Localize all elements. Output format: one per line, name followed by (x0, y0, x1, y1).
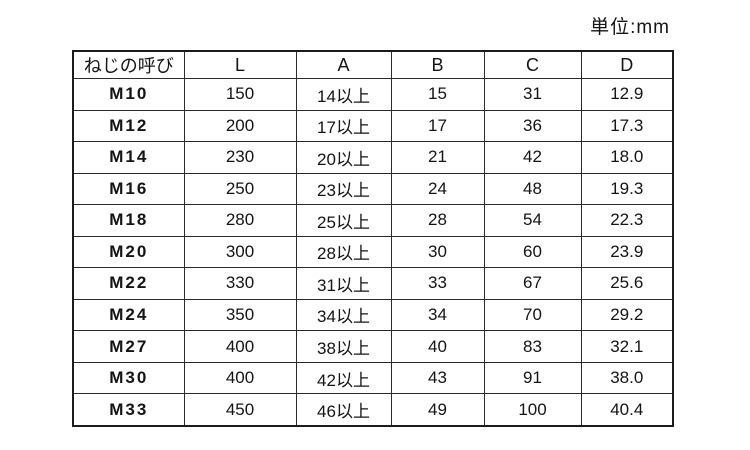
row-label: M24 (72, 298, 185, 332)
cell-B: 24 (390, 172, 485, 206)
cell-C: 67 (483, 267, 582, 300)
cell-D: 40.4 (580, 393, 674, 427)
header-A: A (295, 50, 392, 79)
cell-D: 32.1 (580, 330, 674, 363)
cell-C: 83 (483, 330, 582, 363)
cell-D: 29.2 (580, 298, 674, 332)
cell-A: 20以上 (295, 141, 392, 174)
row-label: M10 (72, 78, 185, 111)
cell-B: 28 (390, 204, 485, 237)
header-screw-designation: ねじの呼び (72, 50, 185, 79)
cell-C: 42 (483, 141, 582, 174)
cell-D: 25.6 (580, 267, 674, 300)
cell-B: 21 (390, 141, 485, 174)
cell-A: 34以上 (295, 298, 392, 332)
cell-A: 23以上 (295, 172, 392, 206)
header-L: L (183, 50, 297, 79)
cell-A: 46以上 (295, 393, 392, 427)
cell-B: 17 (390, 109, 485, 143)
table-row: M10 150 14以上 15 31 12.9 (72, 78, 674, 111)
cell-L: 280 (183, 204, 297, 237)
cell-L: 230 (183, 141, 297, 174)
cell-B: 40 (390, 330, 485, 363)
header-B: B (390, 50, 485, 79)
row-label: M22 (72, 267, 185, 300)
cell-C: 31 (483, 78, 582, 111)
cell-D: 22.3 (580, 204, 674, 237)
table-row: M18 280 25以上 28 54 22.3 (72, 204, 674, 237)
cell-D: 19.3 (580, 172, 674, 206)
cell-L: 300 (183, 235, 297, 269)
cell-L: 250 (183, 172, 297, 206)
cell-L: 200 (183, 109, 297, 143)
cell-L: 350 (183, 298, 297, 332)
cell-B: 33 (390, 267, 485, 300)
row-label: M20 (72, 235, 185, 269)
cell-B: 43 (390, 361, 485, 395)
cell-C: 60 (483, 235, 582, 269)
cell-B: 15 (390, 78, 485, 111)
cell-A: 25以上 (295, 204, 392, 237)
unit-label: 単位:mm (590, 17, 670, 38)
cell-C: 91 (483, 361, 582, 395)
cell-A: 31以上 (295, 267, 392, 300)
row-label: M30 (72, 361, 185, 395)
header-D: D (580, 50, 674, 79)
header-row: ねじの呼び L A B C D (72, 50, 674, 79)
cell-A: 28以上 (295, 235, 392, 269)
cell-D: 38.0 (580, 361, 674, 395)
table-row: M24 350 34以上 34 70 29.2 (72, 298, 674, 332)
cell-C: 36 (483, 109, 582, 143)
row-label: M18 (72, 204, 185, 237)
cell-L: 150 (183, 78, 297, 111)
table-row: M22 330 31以上 33 67 25.6 (72, 267, 674, 300)
table-row: M12 200 17以上 17 36 17.3 (72, 109, 674, 143)
row-label: M33 (72, 393, 185, 427)
cell-B: 30 (390, 235, 485, 269)
cell-D: 23.9 (580, 235, 674, 269)
row-label: M12 (72, 109, 185, 143)
header-C: C (483, 50, 582, 79)
table-row: M16 250 23以上 24 48 19.3 (72, 172, 674, 206)
cell-B: 49 (390, 393, 485, 427)
spec-table: ねじの呼び L A B C D M10 150 14以上 15 31 12.9 … (72, 50, 674, 427)
cell-L: 330 (183, 267, 297, 300)
row-label: M16 (72, 172, 185, 206)
row-label: M14 (72, 141, 185, 174)
cell-A: 42以上 (295, 361, 392, 395)
cell-C: 48 (483, 172, 582, 206)
cell-L: 400 (183, 330, 297, 363)
cell-A: 17以上 (295, 109, 392, 143)
cell-D: 12.9 (580, 78, 674, 111)
cell-A: 14以上 (295, 78, 392, 111)
cell-L: 400 (183, 361, 297, 395)
cell-C: 70 (483, 298, 582, 332)
cell-L: 450 (183, 393, 297, 427)
table-row: M30 400 42以上 43 91 38.0 (72, 361, 674, 395)
table-row: M20 300 28以上 30 60 23.9 (72, 235, 674, 269)
table-row: M33 450 46以上 49 100 40.4 (72, 393, 674, 427)
table-row: M27 400 38以上 40 83 32.1 (72, 330, 674, 363)
cell-C: 100 (483, 393, 582, 427)
cell-B: 34 (390, 298, 485, 332)
cell-C: 54 (483, 204, 582, 237)
cell-D: 17.3 (580, 109, 674, 143)
row-label: M27 (72, 330, 185, 363)
cell-A: 38以上 (295, 330, 392, 363)
table-row: M14 230 20以上 21 42 18.0 (72, 141, 674, 174)
cell-D: 18.0 (580, 141, 674, 174)
